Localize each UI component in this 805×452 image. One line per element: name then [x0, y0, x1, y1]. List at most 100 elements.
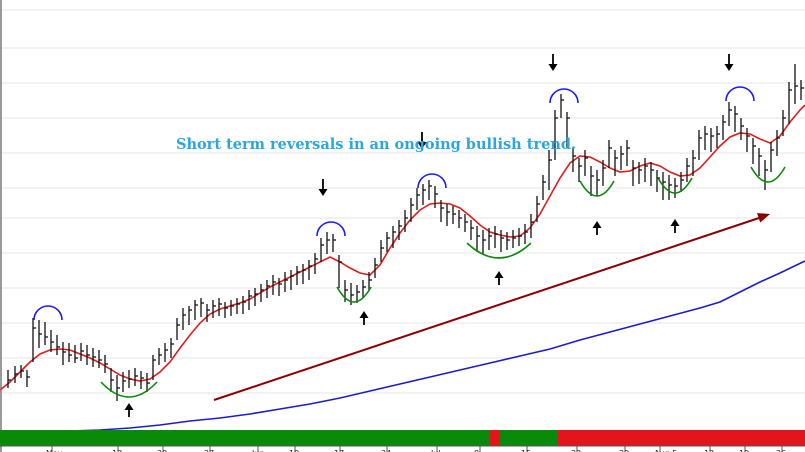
price-bar	[764, 160, 768, 190]
price-bar	[500, 230, 504, 252]
price-bar	[368, 272, 372, 291]
price-bar	[392, 226, 396, 248]
price-bar	[752, 138, 756, 164]
price-bar	[758, 148, 762, 176]
price-bar	[404, 210, 408, 232]
bottom-arc	[466, 242, 532, 259]
price-bar	[422, 184, 426, 205]
down-arrow-head	[724, 64, 734, 71]
x-tick-label: 29	[619, 449, 629, 452]
price-bar	[476, 226, 480, 252]
price-bar	[440, 200, 444, 222]
price-bar	[356, 285, 360, 303]
price-bar	[104, 355, 108, 373]
price-bar	[218, 298, 222, 316]
price-bar	[554, 110, 558, 160]
price-bar	[182, 308, 186, 330]
price-bar	[620, 146, 624, 170]
price-bar	[200, 298, 204, 317]
price-bar	[734, 106, 738, 132]
top-arc	[417, 173, 447, 189]
price-bars	[7, 64, 804, 401]
price-bar	[272, 275, 276, 295]
bottom-arc	[657, 177, 693, 194]
down-arrow-head	[417, 142, 427, 149]
price-bar	[362, 280, 366, 297]
price-bar	[86, 345, 90, 365]
price-bar	[698, 130, 702, 160]
price-bar	[650, 162, 654, 186]
price-bar	[602, 160, 606, 186]
price-bar	[32, 318, 36, 362]
price-bar	[794, 64, 798, 104]
price-bar	[7, 370, 11, 388]
price-bar	[686, 158, 690, 182]
annotation-text: Short term reversals in an ongoing bulli…	[176, 136, 577, 153]
price-bar	[608, 140, 612, 168]
price-bar	[464, 214, 468, 232]
price-bar	[542, 175, 546, 200]
price-bar	[326, 232, 330, 254]
price-bar	[380, 240, 384, 262]
signal-segment	[500, 430, 557, 446]
price-bar	[122, 372, 126, 392]
x-tick-label: 15	[521, 449, 531, 452]
price-bar	[710, 128, 714, 152]
price-bar	[302, 264, 306, 284]
price-bar	[266, 280, 270, 298]
price-bar	[536, 196, 540, 222]
price-bar	[314, 253, 318, 274]
price-bar	[596, 170, 600, 196]
top-arc	[33, 305, 63, 321]
price-bar	[668, 175, 672, 200]
price-bar	[38, 320, 42, 348]
price-bar	[728, 102, 732, 126]
price-bar	[572, 148, 576, 172]
price-bar	[128, 370, 132, 388]
signal-segment	[490, 430, 500, 446]
price-bar	[80, 343, 84, 361]
price-bar	[92, 348, 96, 367]
price-bar	[452, 206, 456, 224]
price-bar	[740, 118, 744, 140]
price-bar	[110, 368, 114, 392]
price-bar	[746, 128, 750, 152]
price-bar	[614, 150, 618, 176]
price-bar	[50, 330, 54, 352]
price-bar	[158, 348, 162, 365]
x-tick-label: 20	[157, 449, 167, 452]
reversal-arcs	[33, 86, 786, 398]
trend-arrow-head	[757, 213, 770, 223]
x-tick-label: 27	[204, 449, 214, 452]
price-bar	[386, 232, 390, 252]
x-tick-label: Jun	[251, 449, 265, 452]
x-tick-label: Jul	[430, 449, 441, 452]
price-bar	[776, 130, 780, 156]
x-tick-label: 24	[381, 449, 391, 452]
x-tick-label: 19	[739, 449, 749, 452]
x-tick-label: 8	[474, 449, 479, 452]
price-bar	[224, 302, 228, 318]
up-arrow-head	[670, 219, 680, 226]
up-arrow-head	[359, 311, 369, 318]
price-bar	[674, 178, 678, 198]
price-bar	[584, 150, 588, 176]
price-bar	[254, 288, 258, 306]
price-bar	[458, 210, 462, 228]
x-tick-label: 10	[289, 449, 299, 452]
long-moving-average-line	[69, 260, 805, 432]
bottom-arc	[336, 286, 372, 303]
price-bar	[704, 126, 708, 150]
price-bar	[428, 180, 432, 200]
price-bar	[788, 82, 792, 124]
top-arc	[316, 221, 346, 237]
price-bar	[14, 366, 18, 383]
price-bar	[644, 158, 648, 182]
price-bar	[140, 371, 144, 389]
price-bar	[722, 115, 726, 140]
price-bar	[74, 345, 78, 363]
price-bar	[800, 80, 804, 100]
price-bar	[560, 94, 564, 118]
down-arrow-head	[548, 64, 558, 71]
price-bar	[278, 278, 282, 296]
